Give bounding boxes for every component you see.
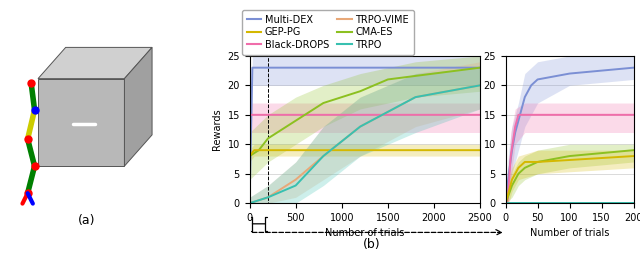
Legend: Multi-DEX, GEP-PG, Black-DROPS, TRPO-VIME, CMA-ES, TRPO: Multi-DEX, GEP-PG, Black-DROPS, TRPO-VIM…	[242, 10, 414, 55]
Bar	[250, 56, 268, 203]
X-axis label: Number of trials: Number of trials	[325, 229, 404, 239]
Polygon shape	[38, 47, 152, 79]
Y-axis label: Rewards: Rewards	[212, 109, 222, 150]
Text: (a): (a)	[77, 214, 95, 227]
Polygon shape	[38, 79, 124, 166]
Text: (b): (b)	[362, 239, 380, 251]
Polygon shape	[124, 47, 152, 166]
X-axis label: Number of trials: Number of trials	[530, 229, 609, 239]
